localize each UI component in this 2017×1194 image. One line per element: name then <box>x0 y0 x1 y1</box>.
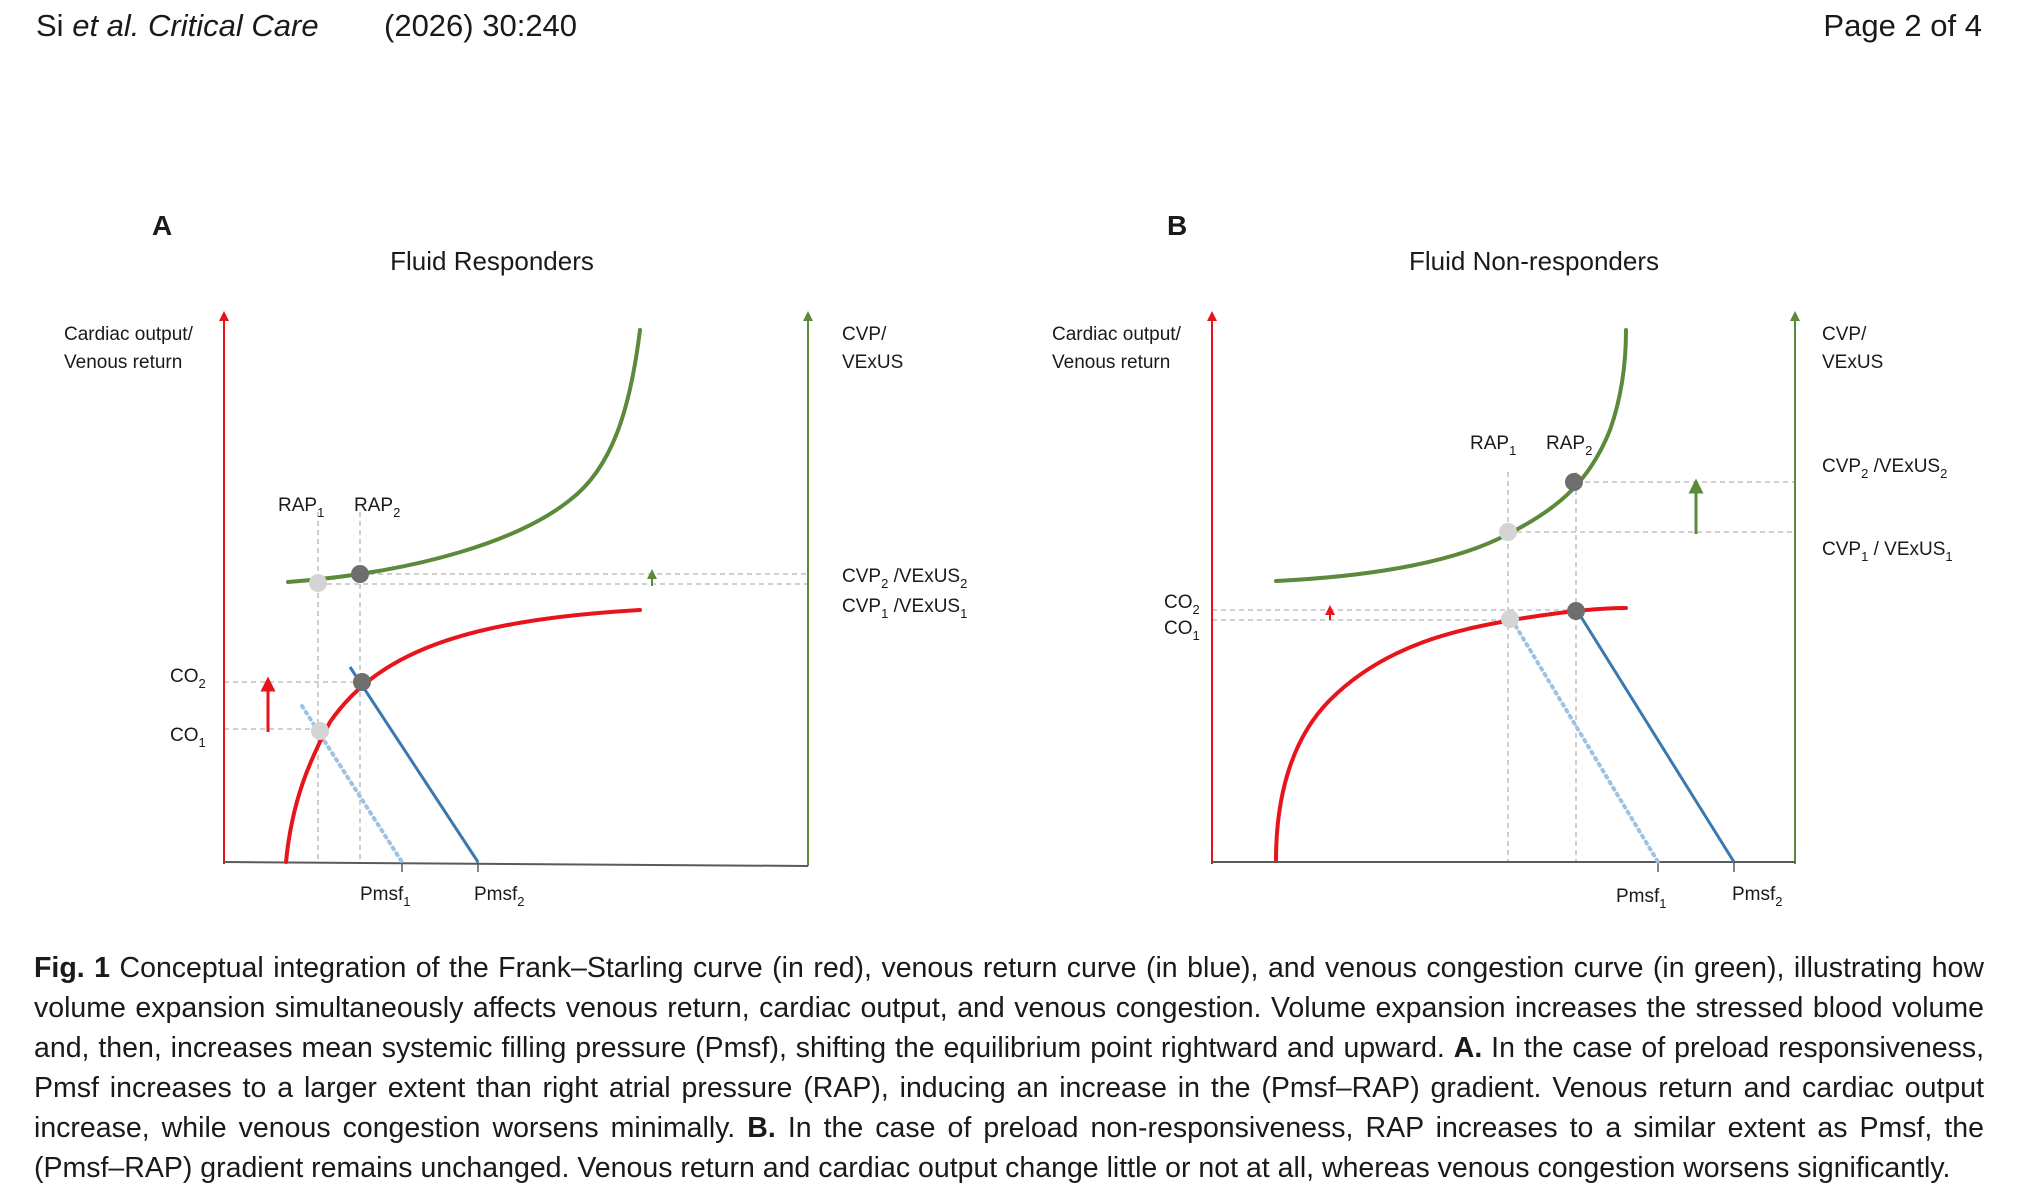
panel-b-cvp1-vexus1-label: CVP1 / VExUS1 <box>1822 539 1953 564</box>
panel-a-rap1-label: RAP1 <box>278 495 324 520</box>
panel-a-title: Fluid Responders <box>390 246 594 276</box>
panel-a: A Fluid Responders Cardiac output/ Venou… <box>64 210 967 909</box>
panel-b-title: Fluid Non-responders <box>1409 246 1659 276</box>
panel-a-rap2-label: RAP2 <box>354 495 400 520</box>
panel-b-y-axis-label-line2: Venous return <box>1052 352 1170 373</box>
panel-b-right-axis-label-line2: VExUS <box>1822 352 1883 373</box>
running-header-journal: Si et al. Critical Care <box>36 8 319 44</box>
figure-1: A Fluid Responders Cardiac output/ Venou… <box>64 210 1953 911</box>
panel-a-co1-label: CO1 <box>170 725 206 750</box>
panel-b-venous-return-line-expanded <box>1576 611 1736 863</box>
panel-a-cvp1-vexus1-label: CVP1 /VExUS1 <box>842 596 967 621</box>
header-journal: Critical Care <box>148 8 319 43</box>
panel-a-right-axis-label-line1: CVP/ <box>842 324 887 345</box>
panel-b-letter: B <box>1167 210 1187 241</box>
panel-b-baseline-congestion-point <box>1499 523 1517 541</box>
header-etal: et al. <box>72 8 140 43</box>
panel-a-guide-lines <box>224 512 808 862</box>
panel-b-cvp2-vexus2-label: CVP2 /VExUS2 <box>1822 456 1947 481</box>
panel-b-venous-return-line-baseline <box>1510 618 1660 864</box>
header-citation: (2026) 30:240 <box>384 8 578 43</box>
panel-a-baseline-equilibrium-point <box>311 722 329 740</box>
panel-a-venous-return-line-expanded <box>348 666 480 863</box>
panel-b-pmsf1-label: Pmsf1 <box>1616 886 1667 911</box>
panel-b-co2-label: CO2 <box>1164 592 1200 617</box>
panel-a-venous-congestion-curve <box>286 328 642 584</box>
panel-a-frank-starling-curve <box>284 608 642 864</box>
caption-panel-a-label: A. <box>1453 1032 1483 1064</box>
caption-sentence-intro: Conceptual integration of the Frank–Star… <box>34 952 1984 1064</box>
panel-a-x-axis <box>223 861 809 867</box>
panel-a-expanded-equilibrium-point <box>353 673 371 691</box>
panel-b-expanded-equilibrium-point <box>1567 602 1585 620</box>
panel-a-y-axis-label-line1: Cardiac output/ <box>64 324 194 345</box>
panel-b-frank-starling-curve <box>1274 606 1628 862</box>
panel-b-co1-label: CO1 <box>1164 618 1200 643</box>
panel-b-venous-congestion-curve <box>1274 328 1628 583</box>
caption-sentence-b: In the case of preload non-responsivenes… <box>34 1112 1984 1184</box>
header-authors: Si <box>36 8 64 43</box>
panel-b-rap2-label: RAP2 <box>1546 433 1592 458</box>
panel-a-cvp2-vexus2-label: CVP2 /VExUS2 <box>842 566 967 591</box>
panel-a-right-axis-label-line2: VExUS <box>842 352 903 373</box>
panel-b-pmsf2-label: Pmsf2 <box>1732 884 1783 909</box>
panel-a-pmsf1-label: Pmsf1 <box>360 884 411 909</box>
panel-a-co2-label: CO2 <box>170 666 206 691</box>
panel-b-expanded-congestion-point <box>1565 473 1583 491</box>
caption-sentence-a: In the case of preload responsiveness, P… <box>34 1032 1985 1144</box>
panel-b-rap1-label: RAP1 <box>1470 433 1516 458</box>
panel-a-letter: A <box>152 210 172 241</box>
header-page-number: Page 2 of 4 <box>1823 8 1982 43</box>
panel-b: B Fluid Non-responders Cardiac output/ V… <box>1052 210 1953 911</box>
panel-b-y-axis-label-line1: Cardiac output/ <box>1052 324 1182 345</box>
panel-a-pmsf2-label: Pmsf2 <box>474 884 525 909</box>
figure-caption: Fig. 1 Conceptual integration of the Fra… <box>34 948 1984 1188</box>
panel-b-right-axis-label-line1: CVP/ <box>1822 324 1867 345</box>
panel-a-baseline-congestion-point <box>309 574 327 592</box>
panel-b-baseline-equilibrium-point <box>1501 610 1519 628</box>
caption-panel-b-label: B. <box>747 1112 776 1144</box>
panel-a-y-axis-label-line2: Venous return <box>64 352 182 373</box>
panel-a-expanded-congestion-point <box>351 565 369 583</box>
caption-figure-label: Fig. 1 <box>34 952 111 984</box>
